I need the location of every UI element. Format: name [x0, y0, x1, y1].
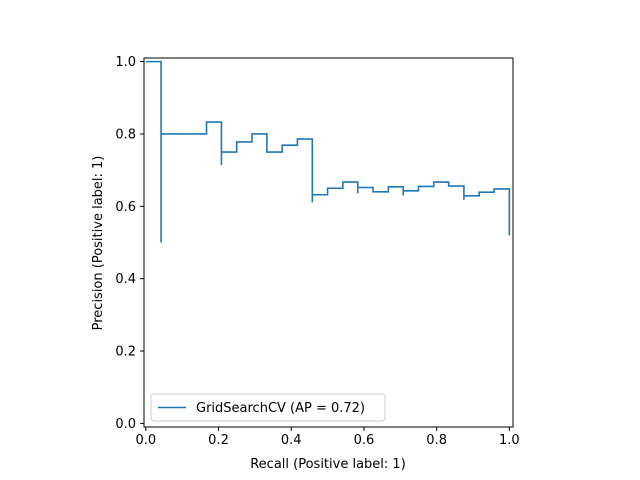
legend: GridSearchCV (AP = 0.72) — [150, 393, 386, 422]
y-tick-label: 0.0 — [115, 417, 136, 432]
y-tick-label: 0.6 — [115, 200, 136, 215]
x-tick-label: 0.0 — [135, 433, 156, 448]
x-tick-label: 0.2 — [208, 433, 229, 448]
y-axis-ticks: 0.0 0.2 0.4 0.6 0.8 1.0 — [115, 55, 144, 432]
plot-frame — [143, 57, 514, 428]
x-tick-label: 0.6 — [354, 433, 375, 448]
series-line-0 — [145, 60, 511, 243]
legend-label: GridSearchCV (AP = 0.72) — [196, 401, 365, 416]
x-tick-label: 1.0 — [499, 433, 520, 448]
y-tick-label: 0.4 — [115, 272, 136, 287]
x-axis-ticks: 0.0 0.2 0.4 0.6 0.8 1.0 — [135, 427, 520, 448]
y-axis-label: Precision (Positive label: 1) — [91, 156, 106, 331]
x-tick-label: 0.4 — [281, 433, 302, 448]
y-tick-label: 1.0 — [115, 55, 136, 70]
plot-area — [145, 60, 511, 243]
x-axis-label: Recall (Positive label: 1) — [250, 457, 406, 472]
legend-box — [150, 393, 386, 422]
x-tick-label: 0.8 — [426, 433, 447, 448]
y-tick-label: 0.8 — [115, 127, 136, 142]
y-tick-label: 0.2 — [115, 345, 136, 360]
